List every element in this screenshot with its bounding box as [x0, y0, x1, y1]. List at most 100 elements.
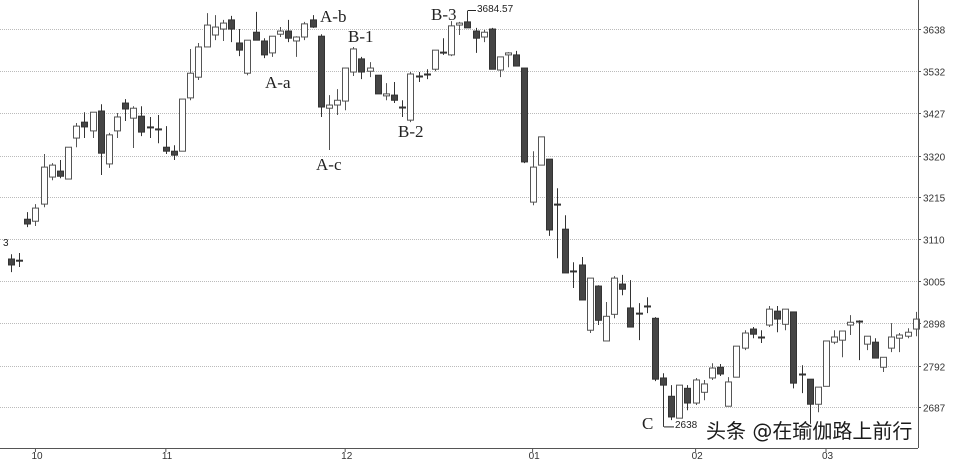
- candle: [81, 112, 88, 139]
- annotation-b-2: B-2: [398, 122, 424, 141]
- candle-body: [440, 51, 447, 54]
- candle-body: [799, 373, 806, 376]
- candle-body: [171, 150, 178, 156]
- candle-body: [244, 39, 251, 74]
- candles: [8, 10, 920, 427]
- candle-body: [847, 321, 854, 326]
- candle: [473, 27, 480, 53]
- candle-body: [236, 42, 243, 51]
- x-tick-label: 11: [162, 451, 173, 462]
- candle: [155, 114, 162, 144]
- candle: [277, 27, 284, 38]
- candle-body: [562, 228, 569, 274]
- candle-body: [546, 158, 553, 231]
- candle-body: [138, 115, 145, 133]
- candle-body: [807, 378, 814, 405]
- candle-body: [318, 35, 325, 108]
- candle: [684, 385, 691, 411]
- candle-body: [774, 310, 781, 320]
- candle-body: [530, 166, 537, 203]
- candle: [187, 48, 194, 101]
- y-tick-label: 3215: [923, 194, 946, 205]
- candle: [701, 379, 708, 401]
- candle: [16, 253, 23, 267]
- candle: [285, 19, 292, 43]
- candle: [505, 52, 512, 68]
- candle-body: [147, 126, 154, 129]
- candle-body: [399, 106, 406, 109]
- candle-body: [269, 35, 276, 54]
- candle: [8, 254, 15, 273]
- candle: [872, 338, 879, 359]
- candle-body: [334, 99, 341, 106]
- candle-body: [652, 317, 659, 380]
- candle-body: [815, 386, 822, 405]
- candle-body: [57, 170, 64, 177]
- candle: [399, 100, 406, 117]
- candle-body: [603, 315, 610, 342]
- y-tick-label: 3110: [923, 236, 945, 247]
- candle-body: [407, 73, 414, 121]
- candle-body: [505, 52, 512, 56]
- candle-body: [750, 328, 757, 335]
- candle: [350, 46, 357, 76]
- candle: [367, 62, 374, 78]
- candle: [24, 212, 31, 228]
- candle-body: [839, 330, 846, 341]
- candle-body: [253, 31, 260, 41]
- candle-body: [782, 308, 789, 325]
- candle-body: [725, 381, 732, 407]
- candle-body: [456, 22, 463, 26]
- candle: [269, 35, 276, 57]
- candle: [758, 330, 765, 343]
- y-tick-label: 3320: [923, 153, 946, 164]
- candle-body: [668, 395, 675, 418]
- candle-body: [326, 104, 333, 109]
- annotation-a-b: A-b: [320, 7, 347, 26]
- candle: [896, 333, 903, 353]
- candle-body: [872, 341, 879, 359]
- candle: [619, 274, 626, 296]
- y-tick-label: 3532: [923, 68, 946, 79]
- x-tick-label: 02: [692, 451, 704, 462]
- candle: [839, 330, 846, 358]
- candle: [228, 15, 235, 43]
- candle-body: [864, 335, 871, 345]
- candle: [766, 305, 773, 328]
- annotation-c: C: [642, 414, 654, 433]
- candle-body: [65, 146, 72, 180]
- candle: [456, 21, 463, 36]
- candle: [65, 146, 72, 180]
- candle-body: [220, 22, 227, 30]
- candle-body: [432, 49, 439, 70]
- candle: [831, 330, 838, 345]
- candle: [407, 72, 414, 123]
- candle: [383, 83, 390, 101]
- candle: [905, 328, 912, 339]
- candle-body: [122, 102, 129, 110]
- candle-body: [179, 98, 186, 152]
- candle-body: [163, 146, 170, 152]
- x-tick-label: 12: [341, 451, 353, 462]
- candle: [171, 145, 178, 160]
- candle: [448, 21, 455, 57]
- candle: [220, 19, 227, 41]
- candle: [611, 276, 618, 319]
- low-value-label: 2638: [675, 420, 698, 431]
- candle: [815, 386, 822, 413]
- candle: [880, 356, 887, 373]
- candle: [212, 15, 219, 41]
- candle-body: [579, 264, 586, 301]
- candle-body: [742, 332, 749, 349]
- candle-body: [32, 207, 39, 222]
- candle-body: [130, 107, 137, 119]
- candle: [391, 81, 398, 104]
- candle-body: [155, 128, 162, 131]
- candle-body: [905, 331, 912, 337]
- candle-body: [187, 72, 194, 99]
- candle-body: [684, 387, 691, 404]
- candle: [554, 188, 561, 259]
- candle-body: [709, 367, 716, 379]
- candle: [147, 116, 154, 139]
